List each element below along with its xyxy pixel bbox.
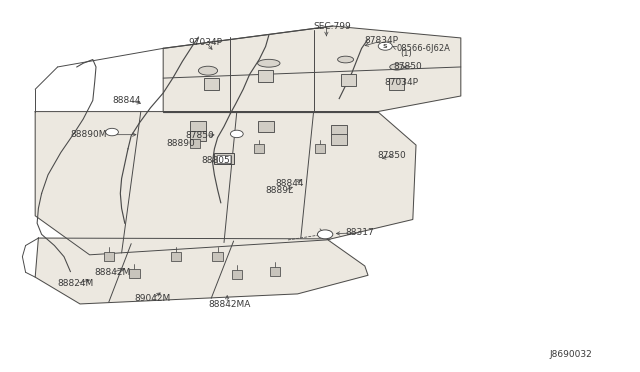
Text: 87834P: 87834P <box>365 36 399 45</box>
Text: 88805J: 88805J <box>202 156 233 165</box>
Bar <box>217 155 231 163</box>
FancyBboxPatch shape <box>204 78 219 90</box>
Bar <box>214 153 234 164</box>
Circle shape <box>106 128 118 136</box>
Text: SEC.799: SEC.799 <box>314 22 351 31</box>
Bar <box>254 144 264 153</box>
Text: 87034P: 87034P <box>384 78 418 87</box>
Text: 87850: 87850 <box>186 131 214 140</box>
Ellipse shape <box>258 59 280 67</box>
FancyBboxPatch shape <box>341 74 356 86</box>
Text: 88890M: 88890M <box>70 130 107 139</box>
Text: 87850: 87850 <box>394 62 422 71</box>
Bar <box>190 139 200 148</box>
Text: 88317: 88317 <box>346 228 374 237</box>
Text: 87850: 87850 <box>378 151 406 160</box>
Bar <box>191 121 206 132</box>
Ellipse shape <box>198 66 218 75</box>
Text: 88824M: 88824M <box>58 279 94 288</box>
Ellipse shape <box>338 56 354 63</box>
Text: 88844: 88844 <box>275 179 304 187</box>
Text: 8889L: 8889L <box>266 186 294 195</box>
Text: 97034P: 97034P <box>189 38 223 47</box>
Bar <box>270 267 280 276</box>
Circle shape <box>317 230 333 239</box>
Bar <box>232 270 242 279</box>
Text: 88890: 88890 <box>166 139 195 148</box>
Bar <box>332 125 348 135</box>
Circle shape <box>230 130 243 138</box>
Bar <box>171 252 181 261</box>
FancyBboxPatch shape <box>389 78 404 90</box>
Text: 88842M: 88842M <box>95 268 131 277</box>
Polygon shape <box>35 238 368 304</box>
FancyBboxPatch shape <box>258 70 273 82</box>
Text: 08566-6J62A: 08566-6J62A <box>397 44 451 53</box>
Polygon shape <box>163 26 461 112</box>
Bar <box>104 252 114 261</box>
Circle shape <box>378 42 392 50</box>
Polygon shape <box>35 112 416 255</box>
Bar <box>212 252 223 261</box>
Text: J8690032: J8690032 <box>549 350 592 359</box>
Text: S: S <box>383 44 388 49</box>
Ellipse shape <box>390 64 404 70</box>
Bar <box>129 269 140 278</box>
Text: 88842MA: 88842MA <box>208 300 250 309</box>
Text: 88844: 88844 <box>112 96 141 105</box>
Bar <box>332 134 348 145</box>
Text: (1): (1) <box>400 49 412 58</box>
Text: 89042M: 89042M <box>134 294 171 303</box>
Bar <box>257 121 274 132</box>
Bar <box>191 131 206 141</box>
Bar <box>315 144 325 153</box>
